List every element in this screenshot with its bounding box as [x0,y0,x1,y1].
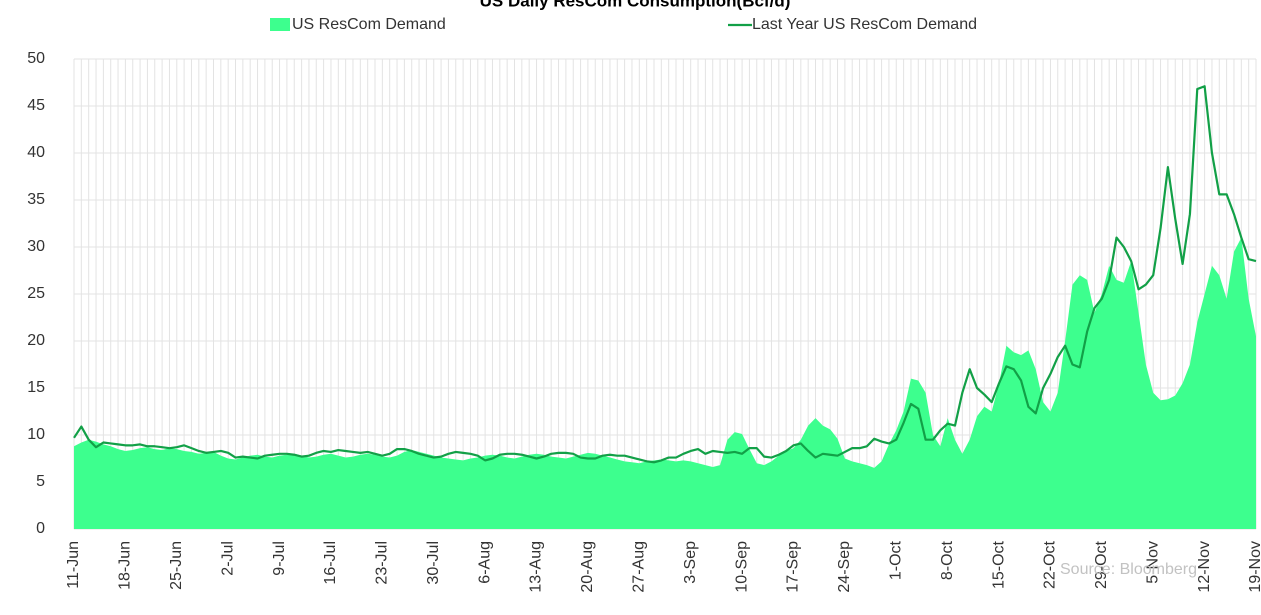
y-tick-label: 5 [36,473,45,490]
y-tick-label: 45 [27,97,45,114]
marks [73,85,1257,529]
x-tick-label: 23-Jul [374,541,391,585]
x-tick-label: 11-Jun [65,541,82,589]
x-tick-label: 17-Sep [785,541,802,593]
x-tick-label: 10-Sep [733,541,750,593]
x-tick-label: 19-Nov [1247,541,1261,593]
x-tick-label: 13-Aug [528,541,545,593]
area [74,237,1256,529]
x-tick-label: 6-Aug [476,541,493,584]
y-tick-label: 20 [27,332,45,349]
x-tick-label: 2-Jul [219,541,236,576]
x-tick-label: 25-Jun [168,541,185,590]
x-tick-label: 24-Sep [836,541,853,593]
x-tick-label: 20-Aug [579,541,596,593]
chart-title: US Daily ResCom Consumption(Bcf/d) [480,0,791,10]
x-tick-label: 18-Jun [117,541,134,590]
line [73,85,1257,464]
y-tick-label: 35 [27,191,45,208]
y-tick-label: 10 [27,426,45,443]
labels: 0 5 10 15 20 25 30 35 40 45 50 11-Jun 18-Jun 25-Jun 2-… [27,16,1261,592]
y-tick-label: 25 [27,285,45,302]
x-tick-label: 9-Jul [271,541,288,576]
y-tick-label: 50 [27,50,45,67]
x-tick-label: 5-Nov [1144,541,1161,584]
x-tick-label: 29-Oct [1093,540,1110,589]
y-tick-label: 15 [27,379,45,396]
legend-label: Last Year US ResCom Demand [752,16,977,33]
y-tick-label: 40 [27,144,45,161]
y-tick-label: 30 [27,238,45,255]
x-tick-label: 30-Jul [425,541,442,585]
legend-label: US ResCom Demand [292,16,446,33]
x-tick-label: 1-Oct [887,540,904,580]
y-tick-label: 0 [36,520,45,537]
legend-swatch [270,18,290,31]
x-tick-label: 12-Nov [1196,541,1213,593]
x-tick-label: 16-Jul [322,541,339,585]
x-tick-label: 22-Oct [1042,540,1059,589]
x-tick-label: 15-Oct [990,540,1007,589]
x-tick-label: 3-Sep [682,541,699,584]
x-tick-label: 27-Aug [631,541,648,593]
source-note: Source: Bloomberg [1060,561,1197,578]
x-tick-label: 8-Oct [939,540,956,580]
